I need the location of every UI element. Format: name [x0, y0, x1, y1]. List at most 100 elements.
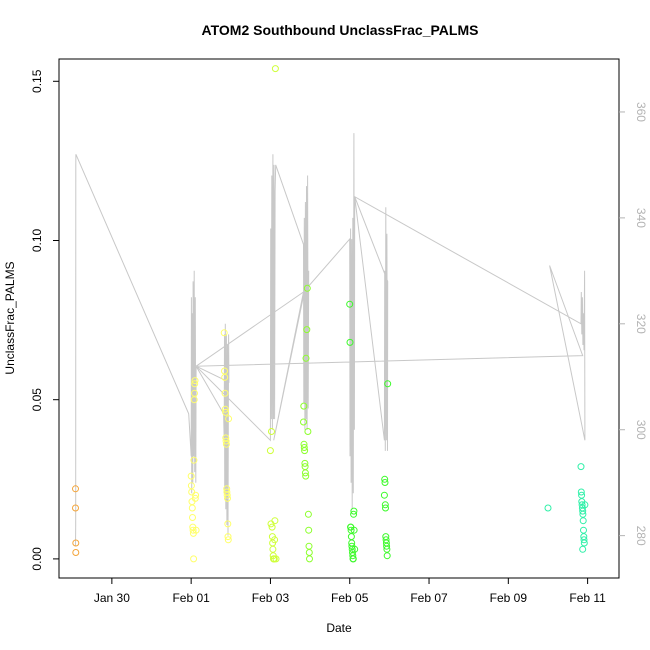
data-point [268, 428, 275, 435]
data-point [579, 507, 587, 515]
data-point [300, 402, 308, 410]
data-point [350, 510, 358, 518]
data-point [351, 545, 359, 553]
data-point [268, 523, 276, 531]
data-point [191, 494, 199, 502]
y-tick-label: 0.15 [30, 69, 44, 93]
data-point [346, 338, 354, 346]
data-point [191, 389, 198, 397]
data-point [222, 440, 230, 448]
data-point [544, 504, 552, 512]
y2-tick-label: 280 [634, 526, 648, 546]
data-point [303, 326, 311, 334]
data-point [349, 555, 357, 563]
y2-tick-label: 300 [634, 420, 648, 440]
data-point [581, 501, 589, 509]
data-point [266, 447, 274, 455]
data-point [224, 520, 232, 528]
y-tick-label: 0.00 [30, 547, 44, 571]
data-point [383, 542, 391, 550]
y2-axis: 280 300 320 340 360 [619, 102, 648, 546]
data-point [190, 555, 198, 563]
data-point [72, 504, 79, 512]
data-point [271, 517, 279, 525]
data-point [382, 504, 389, 512]
data-point [577, 488, 585, 496]
data-point [305, 549, 313, 556]
data-point [224, 533, 232, 541]
data-point [300, 418, 307, 426]
y-tick-label: 0.05 [30, 388, 44, 412]
x-tick-label: Feb 09 [490, 591, 528, 605]
plot-frame [58, 58, 620, 579]
y2-tick-label: 320 [634, 314, 648, 334]
data-points-layer [72, 65, 589, 563]
data-point [271, 536, 279, 544]
data-point [302, 472, 310, 480]
data-point [191, 377, 199, 385]
data-point [72, 485, 79, 493]
data-point [221, 405, 229, 413]
data-point [305, 542, 313, 550]
data-point [225, 415, 233, 423]
data-point [303, 284, 311, 292]
data-point [580, 539, 588, 547]
data-point [306, 555, 313, 563]
data-point [224, 494, 231, 502]
chart-title: ATOM2 Southbound UnclassFrac_PALMS [202, 22, 479, 38]
x-axis: Jan 30 Feb 01 Feb 03 Feb 05 Feb 07 Feb 09 Feb … [94, 578, 606, 605]
data-point [381, 475, 389, 483]
x-tick-label: Feb 01 [172, 591, 210, 605]
data-point [300, 444, 308, 451]
data-point [191, 380, 199, 388]
data-point [188, 504, 196, 512]
data-point [304, 428, 312, 435]
y-axis-label: UnclassFrac_PALMS [3, 261, 17, 374]
x-tick-label: Feb 07 [410, 591, 448, 605]
x-tick-label: Feb 03 [252, 591, 290, 605]
data-point [579, 545, 587, 553]
data-point [381, 501, 389, 509]
data-point [349, 552, 357, 560]
data-point [350, 507, 358, 515]
data-point [384, 380, 392, 388]
data-point [579, 517, 587, 525]
x-tick-label: Jan 30 [94, 591, 130, 605]
x-tick-label: Feb 11 [569, 591, 606, 605]
data-point [304, 510, 312, 518]
data-point [301, 459, 309, 467]
y-tick-label: 0.10 [30, 228, 44, 252]
data-point [347, 533, 355, 541]
data-point [189, 514, 196, 521]
data-point [187, 472, 195, 480]
y2-tick-label: 360 [634, 102, 648, 122]
data-point [72, 549, 80, 556]
data-point [380, 491, 388, 499]
data-point [192, 526, 200, 534]
data-point [221, 389, 229, 397]
data-point [192, 491, 200, 499]
x-axis-label: Date [326, 621, 352, 635]
data-point [224, 536, 232, 544]
data-point [346, 300, 354, 308]
data-point [221, 373, 229, 381]
data-point [269, 545, 277, 553]
data-point [301, 469, 309, 477]
data-point [222, 437, 230, 445]
data-point [301, 447, 309, 455]
data-point [271, 65, 279, 73]
data-point [383, 552, 391, 560]
data-point [577, 463, 585, 471]
y-axis: 0.00 0.05 0.10 0.15 [30, 69, 59, 571]
data-point [272, 555, 280, 563]
data-point [223, 491, 231, 499]
altitude-line-layer [75, 133, 586, 547]
data-point [190, 456, 198, 464]
data-point [302, 354, 310, 362]
data-point [381, 479, 389, 486]
data-point [189, 526, 197, 534]
data-point [580, 526, 587, 534]
x-tick-label: Feb 05 [331, 591, 369, 605]
data-point [580, 536, 588, 544]
